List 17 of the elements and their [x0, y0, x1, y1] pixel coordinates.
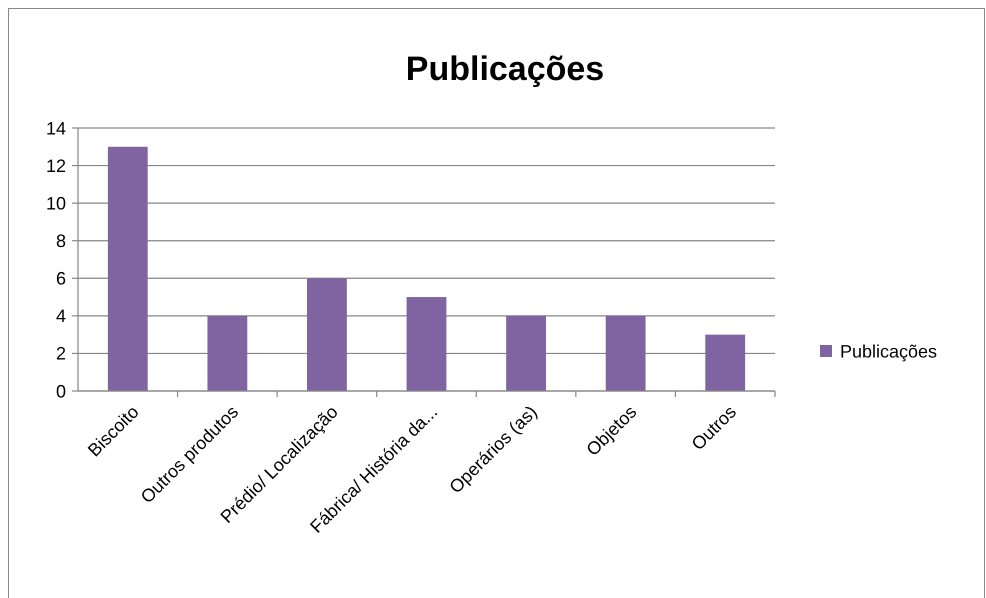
- y-tick-label: 12: [46, 156, 66, 176]
- bar: [606, 316, 646, 391]
- bar: [108, 146, 148, 391]
- y-tick-label: 14: [46, 118, 66, 138]
- y-tick-label: 10: [46, 193, 66, 214]
- bar: [705, 334, 746, 391]
- bar: [307, 278, 347, 391]
- bar: [406, 297, 446, 391]
- bar: [207, 316, 248, 391]
- legend-label: Publicações: [840, 341, 938, 362]
- y-tick-label: 0: [56, 381, 66, 402]
- chart-title: Publicações: [406, 50, 604, 88]
- y-tick-label: 6: [56, 268, 66, 289]
- y-tick-label: 8: [56, 231, 66, 252]
- bar: [506, 316, 546, 391]
- y-tick-label: 2: [56, 344, 66, 364]
- y-tick-label: 4: [56, 306, 66, 326]
